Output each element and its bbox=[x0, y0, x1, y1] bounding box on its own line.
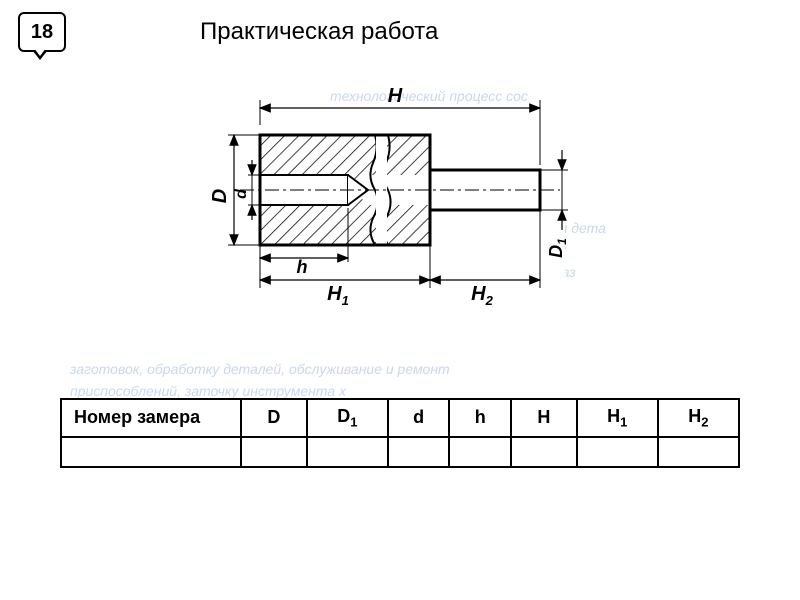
col-header-6: H1 bbox=[577, 399, 658, 437]
page-title: Практическая работа bbox=[200, 18, 438, 46]
col-header-0: Номер замера bbox=[61, 399, 241, 437]
page-number-callout: 18 bbox=[18, 12, 66, 52]
dim-label-H2: H bbox=[471, 283, 486, 305]
cell-5 bbox=[511, 437, 577, 467]
col-header-3: d bbox=[388, 399, 450, 437]
col-header-4: h bbox=[449, 399, 511, 437]
dim-label-D: D bbox=[209, 189, 231, 203]
cell-2 bbox=[307, 437, 388, 467]
table-row bbox=[61, 437, 739, 467]
cell-0 bbox=[61, 437, 241, 467]
cell-7 bbox=[658, 437, 739, 467]
cell-4 bbox=[449, 437, 511, 467]
dim-label-H1: H bbox=[327, 283, 342, 305]
measurement-table: Номер замера D D1 d h H H1 H2 bbox=[60, 398, 740, 468]
cell-6 bbox=[577, 437, 658, 467]
col-header-7: H2 bbox=[658, 399, 739, 437]
cell-3 bbox=[388, 437, 450, 467]
dim-label-H: H bbox=[388, 85, 403, 107]
table-header-row: Номер замера D D1 d h H H1 H2 bbox=[61, 399, 739, 437]
dim-label-h: h bbox=[297, 257, 308, 277]
col-header-2: D1 bbox=[307, 399, 388, 437]
page-number: 18 bbox=[31, 21, 53, 44]
col-header-5: H bbox=[511, 399, 577, 437]
dim-label-D1: D bbox=[546, 245, 566, 258]
technical-drawing: H H1 H2 h D d D1 bbox=[170, 80, 610, 330]
cell-1 bbox=[241, 437, 307, 467]
dim-label-d: d bbox=[233, 188, 250, 199]
col-header-1: D bbox=[241, 399, 307, 437]
